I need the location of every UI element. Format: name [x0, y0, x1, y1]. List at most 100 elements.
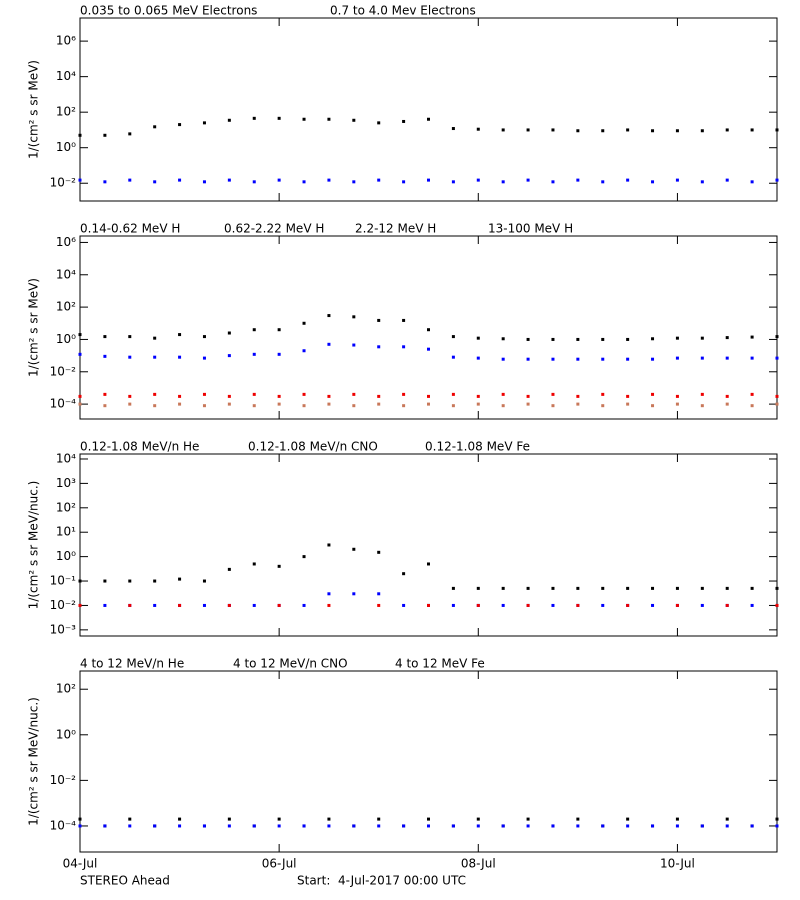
legend-label: 0.14-0.62 MeV H	[80, 222, 180, 236]
data-point	[700, 586, 704, 590]
data-point	[725, 336, 729, 340]
y-tick-label: 10⁶	[56, 34, 76, 48]
legend-label: 4 to 12 MeV/n CNO	[233, 657, 348, 671]
data-point	[601, 603, 605, 607]
data-point	[725, 394, 729, 398]
data-point	[227, 331, 231, 335]
data-point	[675, 178, 679, 182]
data-point	[202, 824, 206, 828]
data-point	[501, 180, 505, 184]
data-point	[551, 586, 555, 590]
data-point	[302, 404, 306, 408]
data-point	[576, 178, 580, 182]
data-point	[576, 817, 580, 821]
plot-frame	[79, 453, 778, 637]
y-tick-label: 10⁰	[56, 549, 76, 563]
data-point	[352, 315, 356, 319]
data-point	[178, 577, 182, 581]
data-point	[775, 817, 779, 821]
data-point	[128, 335, 132, 339]
data-point	[476, 586, 480, 590]
data-point	[178, 355, 182, 359]
data-point	[675, 394, 679, 398]
data-point	[128, 355, 132, 359]
data-point	[227, 817, 231, 821]
data-point	[551, 392, 555, 396]
data-point	[576, 337, 580, 341]
x-tick-label: 04-Jul	[63, 857, 98, 871]
data-point	[227, 824, 231, 828]
data-point	[526, 603, 530, 607]
data-point	[651, 404, 655, 408]
data-point	[202, 404, 206, 408]
data-point	[427, 328, 430, 332]
data-point	[103, 824, 107, 828]
y-tick-label: 10²	[56, 682, 76, 696]
x-tick-label: 06-Jul	[262, 857, 297, 871]
data-point	[277, 394, 281, 398]
data-point	[327, 603, 331, 607]
data-point	[427, 394, 430, 398]
data-point	[377, 178, 381, 182]
data-point	[78, 333, 82, 337]
x-tick-label: 08-Jul	[461, 857, 496, 871]
data-point	[377, 318, 381, 322]
data-point	[626, 128, 630, 132]
data-point	[327, 543, 331, 547]
data-point	[128, 132, 132, 136]
data-point	[103, 404, 107, 408]
data-point	[526, 817, 530, 821]
data-point	[153, 579, 157, 583]
data-point	[128, 394, 132, 398]
data-point	[128, 579, 132, 583]
data-point	[725, 817, 729, 821]
data-point	[327, 824, 331, 828]
data-point	[277, 402, 281, 406]
data-point	[352, 180, 356, 184]
data-point	[451, 335, 455, 339]
data-point	[601, 392, 605, 396]
y-tick-label: 10³	[56, 476, 76, 490]
data-point	[551, 603, 555, 607]
legend-label: 4 to 12 MeV Fe	[395, 657, 485, 671]
data-point	[451, 392, 455, 396]
data-point	[302, 824, 306, 828]
data-point	[451, 355, 455, 359]
data-point	[377, 121, 381, 125]
data-point	[377, 394, 381, 398]
data-point	[103, 603, 107, 607]
data-point	[352, 404, 356, 408]
data-point	[626, 402, 630, 406]
data-point	[377, 817, 381, 821]
y-tick-label: 10¹	[56, 525, 76, 539]
data-point	[626, 337, 630, 341]
legend-label: 4 to 12 MeV/n He	[80, 657, 184, 671]
data-point	[202, 180, 206, 184]
data-point	[476, 402, 480, 406]
data-point	[526, 394, 530, 398]
data-point	[750, 356, 754, 360]
data-point	[501, 603, 505, 607]
data-point	[103, 133, 107, 137]
data-point	[377, 824, 381, 828]
data-point	[626, 817, 630, 821]
data-point	[576, 586, 580, 590]
data-point	[700, 356, 704, 360]
data-point	[651, 337, 655, 341]
data-point	[451, 603, 455, 607]
data-point	[675, 336, 679, 340]
data-point	[327, 402, 331, 406]
y-tick-label: 10⁻²	[50, 176, 77, 190]
data-point	[252, 180, 256, 184]
data-point	[750, 603, 754, 607]
y-tick-label: 10⁻⁴	[50, 818, 77, 832]
data-point	[750, 180, 754, 184]
data-point	[153, 392, 157, 396]
data-point	[78, 402, 82, 406]
data-point	[402, 119, 406, 123]
y-tick-label: 10⁻⁴	[50, 397, 77, 411]
data-point	[103, 392, 107, 396]
data-point	[427, 562, 430, 566]
data-point	[476, 356, 480, 360]
